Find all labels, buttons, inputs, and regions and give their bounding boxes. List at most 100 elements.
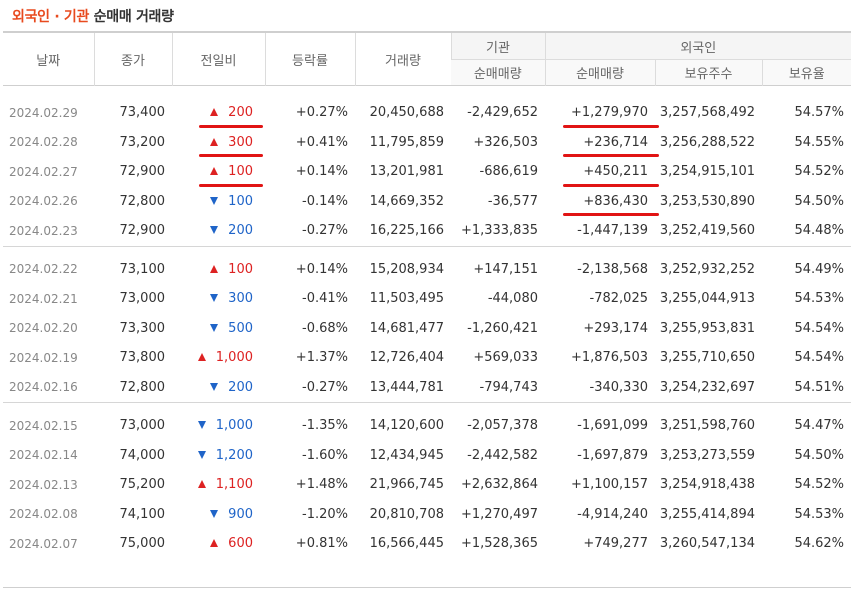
foreign-ratio-cell: 54.54%	[794, 350, 845, 366]
group-spacer-cell	[3, 86, 851, 99]
header-change: 전일비	[171, 32, 265, 86]
institution-net-cell: -794,743	[479, 379, 538, 395]
change-cell: 300	[172, 284, 265, 314]
group-spacer	[3, 86, 851, 99]
volume-cell: 12,434,945	[369, 447, 444, 463]
close-cell: 75,000	[119, 536, 166, 552]
close-cell: 73,200	[119, 134, 166, 150]
rate-cell: -0.41%	[302, 291, 348, 307]
date-cell: 2024.02.21	[9, 291, 78, 306]
volume-cell: 21,966,745	[369, 477, 444, 493]
rate-cell: -0.68%	[302, 320, 348, 336]
foreign-net-cell: +293,174	[583, 320, 648, 336]
change-cell: 500	[172, 314, 265, 344]
foreign-net-cell: -1,697,879	[577, 447, 648, 463]
volume-cell: 20,450,688	[369, 105, 444, 121]
table-body: 2024.02.29 73,400 200 +0.27% 20,450,688 -2,42…	[3, 86, 852, 559]
triangle-down-icon	[197, 450, 206, 459]
rate-cell: -0.14%	[302, 193, 348, 209]
close-cell: 73,800	[119, 350, 166, 366]
rate-cell: +0.14%	[295, 261, 348, 277]
foreign-net-cell: -1,447,139	[577, 223, 648, 239]
table-row: 2024.02.15 73,000 1,000 -1.35% 14,120,600 -2,…	[3, 411, 851, 441]
institution-net-cell: -2,442,582	[467, 447, 538, 463]
volume-cell: 14,120,600	[369, 418, 444, 434]
date-cell: 2024.02.16	[9, 380, 78, 395]
table-row: 2024.02.28 73,200 300 +0.41% 11,795,859 +326,…	[3, 128, 851, 158]
volume-cell: 11,795,859	[369, 134, 444, 150]
institution-net-cell: +569,033	[473, 350, 538, 366]
institution-net-cell: +1,270,497	[460, 506, 538, 522]
header-foreign-holdings: 보유주수	[654, 59, 762, 86]
rate-cell: +1.37%	[295, 350, 348, 366]
foreign-holdings-cell: 3,255,044,913	[659, 291, 755, 307]
rate-cell: -0.27%	[302, 223, 348, 239]
volume-cell: 12,726,404	[369, 350, 444, 366]
triangle-up-icon	[197, 353, 206, 362]
change-value: 500	[228, 320, 253, 336]
foreign-holdings-cell: 3,260,547,134	[659, 536, 755, 552]
rate-cell: +1.48%	[295, 477, 348, 493]
table-row: 2024.02.14 74,000 1,200 -1.60% 12,434,945 -2,…	[3, 441, 851, 471]
change-value: 1,200	[215, 447, 253, 463]
header-institution: 기관	[450, 32, 545, 60]
foreign-ratio-cell: 54.54%	[794, 320, 845, 336]
group-spacer	[3, 245, 852, 255]
change-value: 300	[228, 291, 253, 307]
foreign-net-cell: -4,914,240	[577, 506, 648, 522]
foreign-net-cell: -782,025	[589, 291, 648, 307]
header-institution-net: 순매매량	[451, 59, 545, 86]
change-cell: 200	[172, 98, 265, 128]
foreign-holdings-cell: 3,255,414,894	[659, 506, 755, 522]
institution-net-cell: +147,151	[473, 261, 538, 277]
close-cell: 73,100	[119, 261, 166, 277]
foreign-net-cell: +836,430	[545, 187, 659, 217]
triangle-down-icon	[210, 509, 219, 518]
foreign-ratio-cell: 54.50%	[794, 447, 845, 463]
panel-title-investors: 외국인 · 기관	[12, 9, 90, 25]
foreign-holdings-cell: 3,252,419,560	[659, 223, 755, 239]
change-cell: 200	[172, 373, 265, 403]
foreign-net-cell: +1,100,157	[570, 477, 648, 493]
panel-title: 외국인 · 기관 순매매 거래량	[12, 6, 174, 26]
change-value: 100	[228, 261, 253, 277]
date-cell: 2024.02.26	[9, 194, 78, 209]
volume-cell: 20,810,708	[369, 506, 444, 522]
foreign-ratio-cell: 54.50%	[794, 193, 845, 209]
triangle-down-icon	[197, 421, 206, 430]
group-spacer	[3, 402, 852, 411]
foreign-net-cell: +236,714	[545, 128, 659, 158]
change-cell: 1,200	[172, 441, 265, 471]
foreign-ratio-cell: 54.48%	[794, 223, 845, 239]
change-cell: 1,100	[172, 470, 265, 500]
foreign-ratio-cell: 54.52%	[794, 477, 845, 493]
triangle-up-icon	[210, 264, 219, 273]
change-value: 200	[228, 105, 253, 121]
table-row: 2024.02.08 74,100 900 -1.20% 20,810,708 +1,27…	[3, 500, 851, 530]
change-value: 300	[228, 134, 253, 150]
foreign-net-cell: +450,211	[545, 157, 659, 187]
institution-net-cell: -1,260,421	[467, 320, 538, 336]
date-cell: 2024.02.07	[9, 536, 78, 551]
close-cell: 75,200	[119, 477, 166, 493]
close-cell: 73,400	[119, 105, 166, 121]
header-foreign-ratio: 보유율	[761, 59, 852, 86]
institution-net-cell: -2,429,652	[467, 105, 538, 121]
group-spacer-cell	[3, 245, 852, 255]
header-close: 종가	[93, 32, 172, 86]
institution-net-cell: -686,619	[479, 164, 538, 180]
volume-cell: 16,566,445	[369, 536, 444, 552]
change-cell: 100	[172, 157, 265, 187]
foreign-holdings-cell: 3,254,232,697	[659, 379, 755, 395]
foreign-holdings-cell: 3,253,273,559	[659, 447, 755, 463]
change-cell: 100	[172, 255, 265, 285]
volume-cell: 15,208,934	[369, 261, 444, 277]
header-foreign: 외국인	[544, 32, 852, 60]
date-cell: 2024.02.27	[9, 164, 78, 179]
change-cell: 900	[172, 500, 265, 530]
table-row: 2024.02.07 75,000 600 +0.81% 16,566,445 +1,52…	[3, 529, 851, 559]
foreign-holdings-cell: 3,257,568,492	[659, 105, 755, 121]
rate-cell: +0.41%	[295, 134, 348, 150]
change-value: 1,100	[215, 477, 253, 493]
